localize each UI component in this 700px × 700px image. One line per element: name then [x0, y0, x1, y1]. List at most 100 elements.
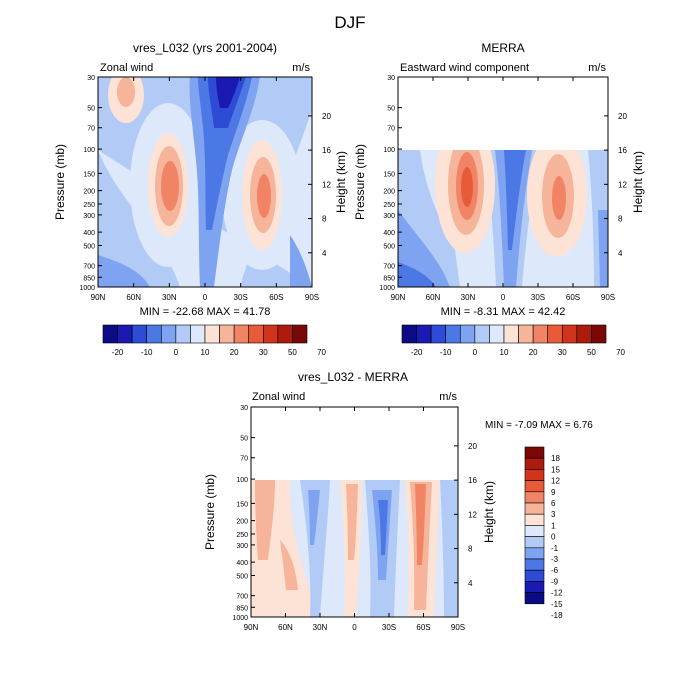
- y-tick-label: 400: [383, 230, 395, 237]
- x-tick-label: 30N: [313, 623, 328, 632]
- obs-sh-surface-2: [598, 210, 608, 287]
- z-tick-label: 8: [322, 215, 327, 224]
- panel-obs-field: [398, 150, 608, 287]
- colorbar-box: [561, 324, 578, 344]
- panel-model: vres_L032 (yrs 2001-2004) Zonal wind m/s…: [53, 41, 348, 357]
- diff-sh-pos-3: [415, 484, 426, 565]
- colorbar-label: 70: [317, 348, 326, 357]
- y-tick-label: 850: [236, 605, 248, 612]
- y-tick-label: 70: [240, 456, 248, 463]
- colorbar-label: 70: [616, 348, 625, 357]
- colorbar-box: [190, 324, 206, 344]
- panel-diff-title: vres_L032 - MERRA: [298, 370, 408, 384]
- x-tick-label: 90S: [451, 623, 465, 632]
- panel-model-y2label: Height (km): [334, 151, 348, 213]
- z-tick-label: 4: [618, 249, 623, 258]
- obs-central-3: [504, 150, 526, 250]
- z-tick-label: 12: [322, 180, 331, 189]
- z-tick-label: 20: [322, 112, 331, 121]
- x-tick-label: 30S: [531, 293, 545, 302]
- colorbar-box: [524, 547, 545, 560]
- colorbar-box: [175, 324, 191, 344]
- x-tick-label: 0: [352, 623, 357, 632]
- colorbar-label: 20: [529, 348, 538, 357]
- colorbar-label: 0: [551, 533, 556, 542]
- x-tick-label: 90N: [91, 293, 106, 302]
- z-tick-label: 16: [322, 146, 331, 155]
- z-tick-label: 12: [468, 510, 477, 519]
- y-tick-label: 1000: [379, 285, 395, 292]
- colorbar-box: [524, 480, 545, 493]
- colorbar-box: [117, 324, 133, 344]
- colorbar-box: [277, 324, 293, 344]
- model-surface-sh: [290, 235, 312, 287]
- y-tick-label: 30: [87, 75, 95, 82]
- z-tick-label: 20: [618, 112, 627, 121]
- x-tick-label: 60S: [566, 293, 580, 302]
- x-tick-label: 0: [501, 293, 506, 302]
- colorbar-box: [524, 536, 545, 549]
- y-tick-label: 100: [83, 147, 95, 154]
- colorbar-label: 6: [551, 499, 556, 508]
- y-tick-label: 100: [383, 147, 395, 154]
- panel-diff-colorbar: 18 15 12 9 6 3 1 0 -1 -3 -6 -9 -12 -15 -18: [524, 446, 563, 620]
- y-tick-label: 1000: [232, 615, 248, 622]
- colorbar-box: [292, 324, 308, 344]
- colorbar-box: [518, 324, 534, 344]
- model-trop-nh-3: [161, 161, 179, 211]
- y-tick-label: 50: [240, 436, 248, 443]
- colorbar-box: [102, 324, 118, 344]
- y-tick-label: 250: [383, 202, 395, 209]
- panel-diff-field: [251, 480, 458, 617]
- model-trop-sh-3: [257, 174, 271, 218]
- colorbar-box: [445, 324, 461, 344]
- panel-diff-zaxis: 20 16 12 8 4: [454, 442, 477, 588]
- colorbar-box: [524, 592, 545, 605]
- y-tick-label: 700: [236, 594, 248, 601]
- panel-obs-yaxis: 30 50 70 100 150 200 250 300 400 500 700 850 1000: [379, 75, 402, 292]
- colorbar-box: [204, 324, 220, 344]
- colorbar-label: -10: [440, 348, 452, 357]
- diff-eq-pos-2: [346, 484, 358, 560]
- panel-obs: MERRA Eastward wind component m/s 90N 60N…: [353, 41, 645, 357]
- colorbar-label: -6: [551, 566, 559, 575]
- colorbar-box: [503, 324, 519, 344]
- panel-diff-units: m/s: [439, 391, 457, 403]
- colorbar-box: [524, 558, 545, 571]
- colorbar-label: 12: [551, 477, 560, 486]
- x-tick-label: 30N: [162, 293, 177, 302]
- x-tick-label: 90N: [391, 293, 406, 302]
- colorbar-box: [524, 513, 545, 526]
- y-tick-label: 150: [236, 501, 248, 508]
- y-tick-label: 850: [83, 275, 95, 282]
- y-tick-label: 400: [236, 560, 248, 567]
- panel-diff-xaxis: 90N 60N 30N 0 30S 60S 90S: [244, 407, 465, 632]
- colorbar-label: 30: [558, 348, 567, 357]
- x-tick-label: 90N: [244, 623, 259, 632]
- colorbar-box: [524, 525, 545, 537]
- panel-model-zaxis: 20 16 12 8 4: [308, 112, 331, 258]
- diff-mid-neg-2: [308, 490, 320, 545]
- z-tick-label: 8: [618, 215, 623, 224]
- y-tick-label: 200: [383, 189, 395, 196]
- panel-obs-ylabel: Pressure (mb): [353, 144, 367, 220]
- colorbar-box: [489, 324, 505, 344]
- colorbar-label: 30: [259, 348, 268, 357]
- diff-nh-pos-3: [280, 540, 298, 590]
- y-tick-label: 30: [387, 75, 395, 82]
- colorbar-label: 9: [551, 488, 556, 497]
- panel-diff: vres_L032 - MERRA Zonal wind m/s 90N 60N 3…: [203, 370, 593, 632]
- x-tick-label: 30N: [461, 293, 476, 302]
- panel-model-title: vres_L032 (yrs 2001-2004): [133, 41, 277, 55]
- x-tick-label: 90S: [601, 293, 615, 302]
- panel-model-xaxis: 90N 60N 30N 0 30S 60S 90S: [91, 77, 319, 302]
- colorbar-label: 50: [587, 348, 596, 357]
- y-tick-label: 200: [83, 189, 95, 196]
- y-tick-label: 200: [236, 519, 248, 526]
- diff-nh-pos-2: [255, 480, 275, 560]
- panel-diff-yaxis: 30 50 70 100 150 200 250 300 400 500 700 850 1000: [232, 405, 255, 622]
- y-tick-label: 700: [383, 264, 395, 271]
- colorbar-label: -20: [411, 348, 423, 357]
- x-tick-label: 0: [203, 293, 208, 302]
